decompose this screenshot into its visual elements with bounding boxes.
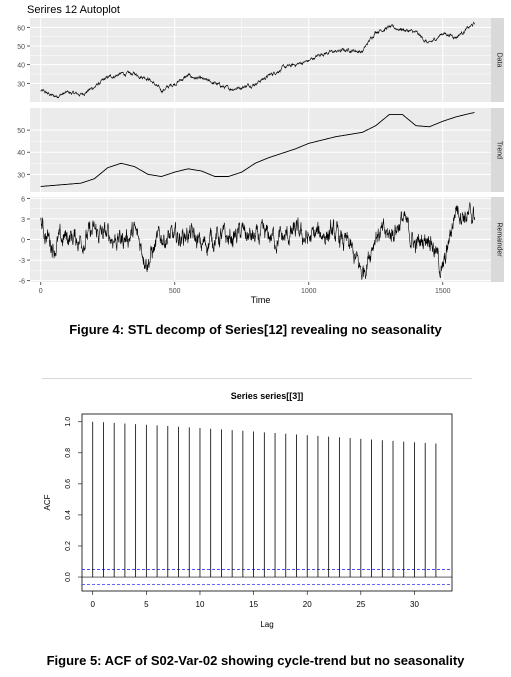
panel-data: [30, 18, 491, 102]
y-tick-label: 0.6: [65, 479, 72, 489]
y-tick-label: 0.8: [65, 448, 72, 458]
y-tick-label-remainder: 3: [21, 217, 25, 224]
acf-chart: Series series[[3]] 0 5 10 15 20 25 30 Lag 0.0 0.2 0…: [43, 391, 453, 629]
acf-title: Series series[[3]]: [231, 391, 304, 401]
x-tick-label: 30: [410, 600, 419, 609]
plot-title: Serires 12 Autoplot: [27, 4, 120, 16]
y-tick-label-remainder: -6: [19, 279, 25, 286]
x-axis-title: Lag: [260, 620, 273, 629]
strip-remainder: [491, 197, 504, 282]
series-line-data: [40, 21, 475, 99]
panel-trend: [30, 108, 491, 192]
x-tick-label: 500: [169, 288, 181, 295]
x-tick-label: 1500: [435, 288, 451, 295]
y-tick-label-trend: 50: [17, 128, 25, 135]
y-tick-label: 0.4: [65, 510, 72, 520]
strip-label-data: Data: [496, 53, 503, 68]
x-tick-label: 20: [303, 600, 312, 609]
strip-label-trend: Trend: [496, 141, 503, 159]
series-line-trend: [40, 112, 475, 187]
x-tick-label: 5: [144, 600, 149, 609]
x-tick-label: 0: [90, 600, 95, 609]
stl-decomposition-chart: Serires 12 Autoplot30405060Data304050Tre…: [17, 4, 504, 305]
x-tick-label: 1000: [301, 288, 317, 295]
figure-4-caption: Figure 4: STL decomp of Series[12] revea…: [69, 322, 442, 337]
y-tick-label-remainder: 6: [21, 196, 25, 203]
plot-frame: [81, 413, 453, 592]
y-tick-label-remainder: -3: [19, 258, 25, 265]
strip-trend: [491, 108, 504, 192]
x-tick-label: 0: [39, 288, 43, 295]
x-tick-label: 15: [249, 600, 258, 609]
divider-line: [42, 378, 472, 379]
y-tick-label: 1.0: [65, 417, 72, 427]
x-tick-label: 25: [356, 600, 365, 609]
y-tick-label: 0.0: [65, 572, 72, 582]
y-tick-label-data: 50: [17, 44, 25, 51]
y-tick-label-data: 40: [17, 63, 25, 70]
y-tick-label-remainder: 0: [21, 238, 25, 245]
y-tick-label-trend: 40: [17, 150, 25, 157]
x-axis-title: Time: [251, 295, 271, 305]
series-line-remainder: [40, 201, 475, 280]
y-tick-label: 0.2: [65, 541, 72, 551]
strip-data: [491, 18, 504, 102]
y-tick-label-trend: 30: [17, 172, 25, 179]
y-tick-label-data: 30: [17, 81, 25, 88]
y-tick-label-data: 60: [17, 25, 25, 32]
x-tick-label: 10: [196, 600, 205, 609]
strip-label-remainder: Remainder: [496, 222, 503, 257]
y-axis-title: ACF: [43, 494, 52, 510]
figure-5-caption: Figure 5: ACF of S02-Var-02 showing cycl…: [46, 653, 465, 668]
